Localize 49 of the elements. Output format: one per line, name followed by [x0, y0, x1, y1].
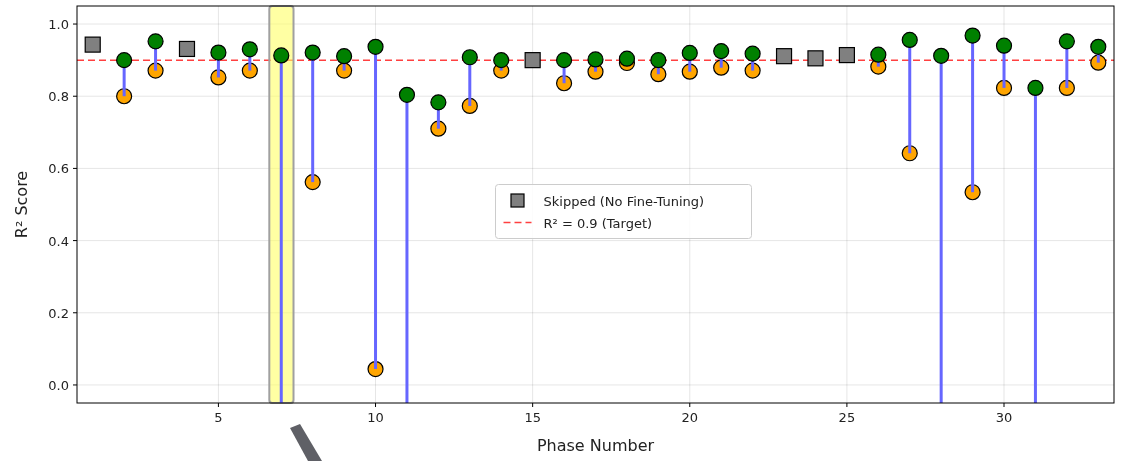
point [210, 44, 227, 61]
point [650, 52, 667, 69]
point [524, 52, 541, 69]
point [178, 40, 196, 58]
point [147, 33, 164, 50]
point [713, 43, 730, 60]
point [430, 94, 447, 111]
point [933, 47, 950, 64]
point [461, 49, 478, 66]
point [493, 52, 510, 69]
y-tick-label: 0.8 [48, 89, 69, 105]
point [838, 46, 855, 64]
y-tick-label: 0.4 [48, 233, 69, 249]
point [1090, 38, 1107, 55]
point [273, 47, 290, 64]
y-tick-label: 0.2 [48, 305, 69, 321]
x-tick-label: 10 [367, 410, 384, 425]
point [398, 86, 416, 103]
x-axis-title: Phase Number [536, 436, 655, 455]
point [304, 44, 321, 61]
point [1027, 79, 1044, 97]
x-tick-label: 25 [838, 410, 856, 425]
point [870, 46, 887, 63]
point [618, 50, 636, 67]
point [964, 27, 981, 44]
x-tick-label: 30 [995, 410, 1013, 425]
point [681, 44, 698, 62]
x-tick-label: 5 [214, 410, 223, 425]
point [367, 38, 384, 55]
point [116, 52, 133, 69]
y-tick-label: 1.0 [48, 17, 69, 33]
point [84, 36, 101, 53]
y-axis-title: R² Score [12, 170, 31, 239]
y-tick-label: 0.0 [48, 377, 69, 393]
y-tick-label: 0.6 [48, 161, 69, 177]
legend-label: Skipped (No Fine-Tuning) [543, 193, 705, 209]
point [744, 45, 761, 62]
point [1058, 33, 1075, 50]
point [555, 52, 573, 69]
point [901, 31, 918, 49]
legend-label: R² = 0.9 (Target) [543, 215, 653, 231]
x-tick-label: 20 [681, 410, 699, 425]
point [775, 48, 793, 65]
point [587, 51, 604, 68]
point [336, 48, 353, 65]
point [241, 41, 258, 58]
point [807, 50, 824, 67]
x-tick-label: 15 [524, 410, 541, 425]
point [995, 37, 1013, 54]
